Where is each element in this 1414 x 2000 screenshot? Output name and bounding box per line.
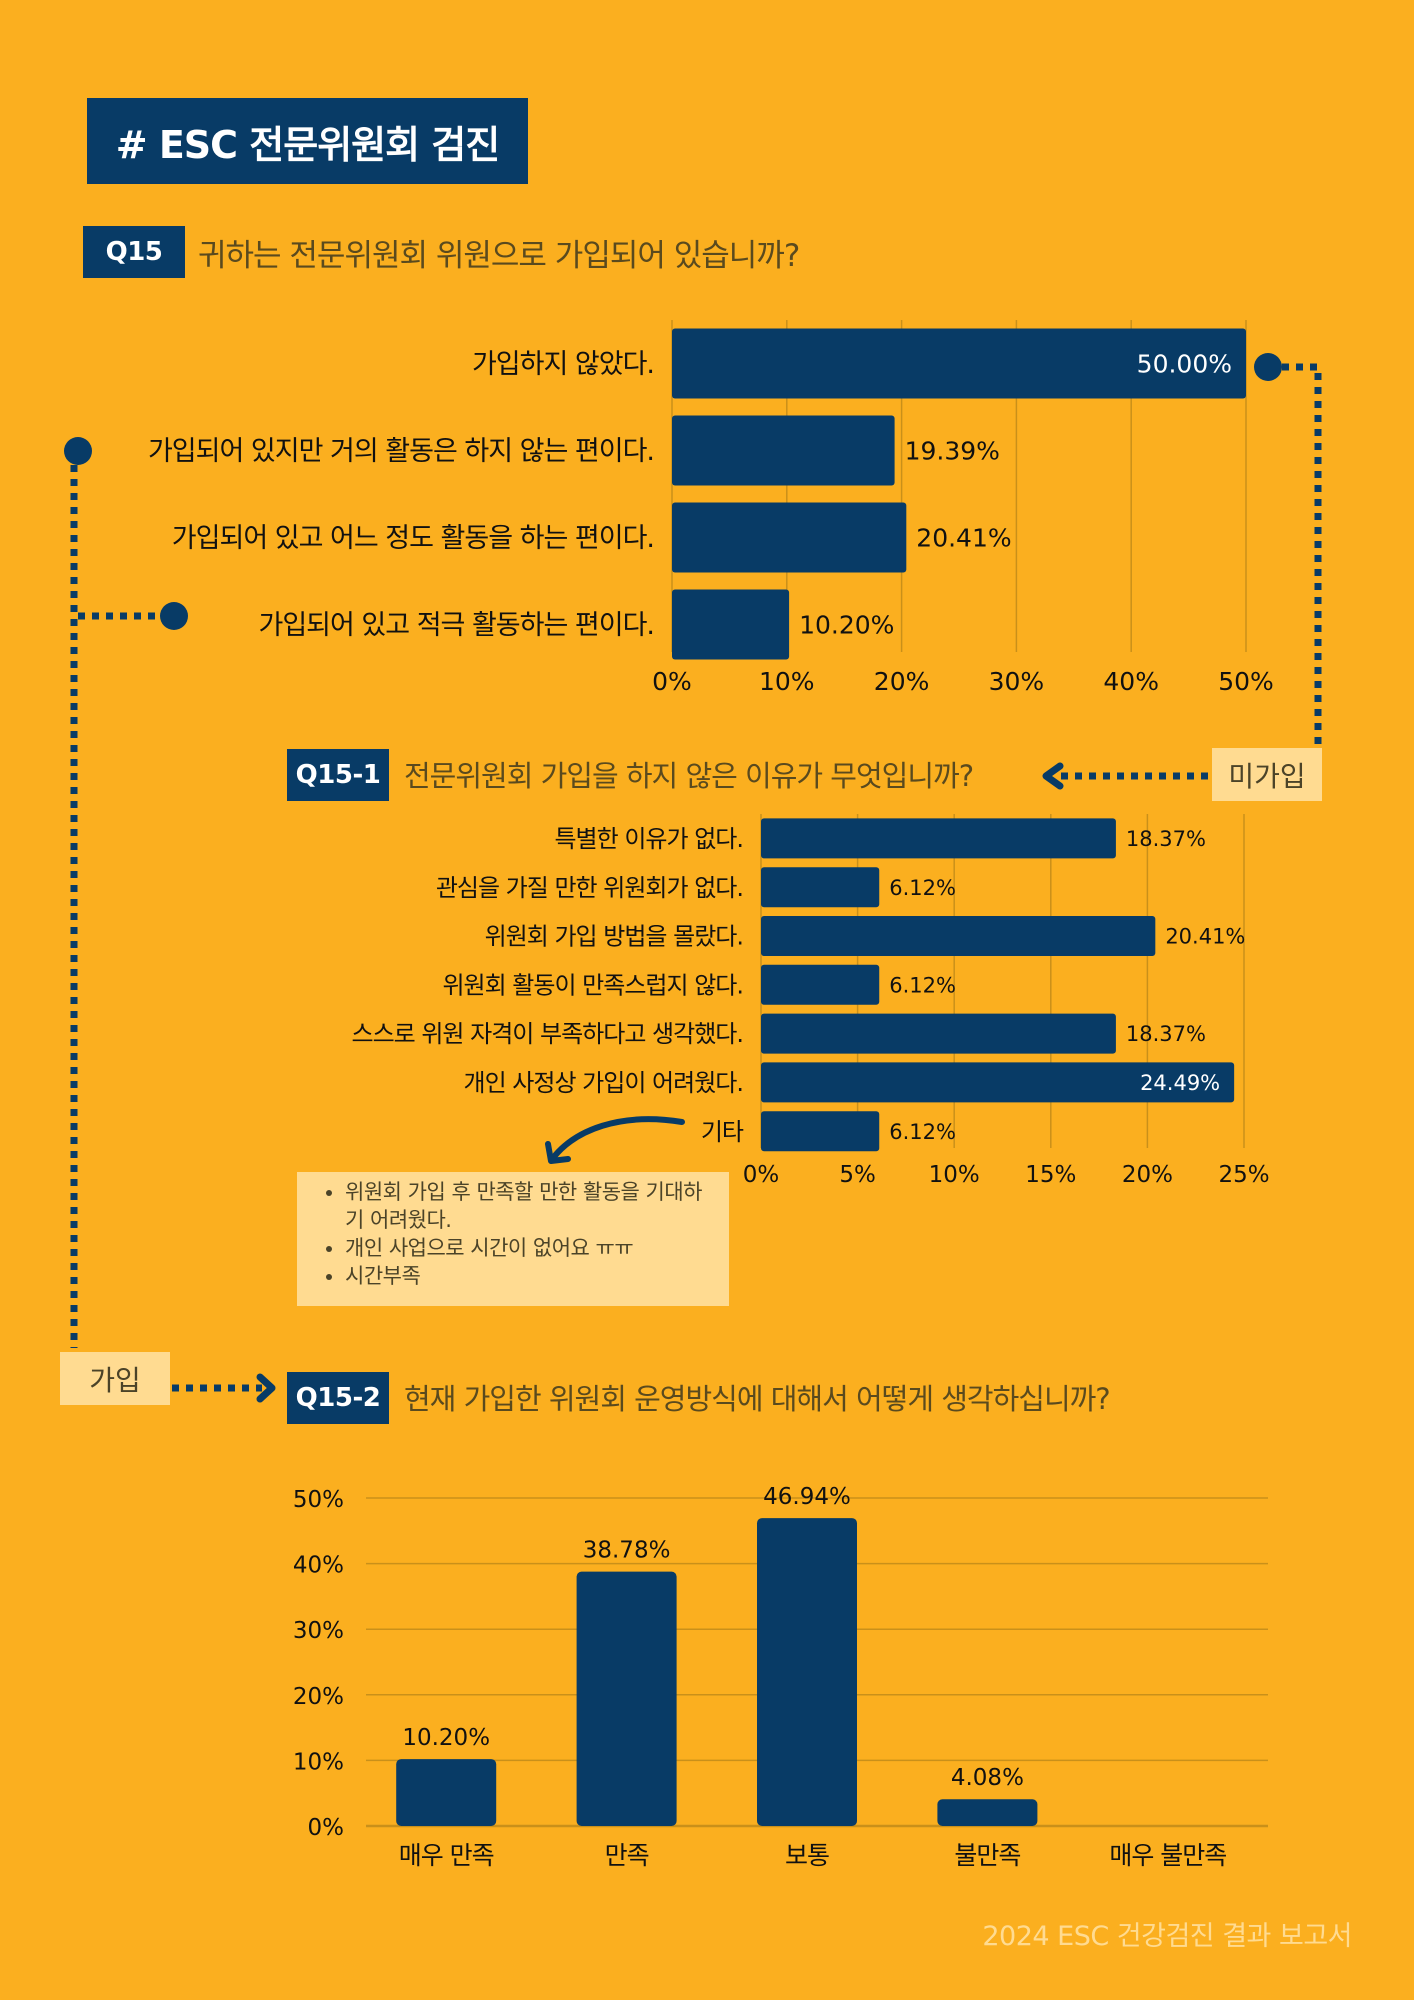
q15-tag: Q15 [83, 226, 185, 278]
x-tick-label: 15% [1025, 1162, 1076, 1188]
data-label: 18.37% [1126, 1022, 1206, 1046]
bar [396, 1759, 497, 1826]
category-label: 위원회 활동이 만족스럽지 않다. [442, 971, 743, 999]
connector-dot-not-joined [1254, 353, 1282, 381]
bar [672, 502, 907, 573]
category-label: 특별한 이유가 없다. [554, 825, 743, 853]
y-tick-label: 0% [308, 1815, 345, 1841]
x-category-label: 매우 불만족 [1109, 1841, 1226, 1870]
data-label: 6.12% [889, 1120, 956, 1144]
data-label: 10.20% [402, 1725, 490, 1751]
other-responses-box: 위원회 가입 후 만족할 만한 활동을 기대하기 어려웠다. 개인 사업으로 시… [297, 1172, 729, 1306]
x-tick-label: 40% [1103, 667, 1159, 696]
data-label: 6.12% [889, 973, 956, 997]
x-tick-label: 20% [1122, 1162, 1173, 1188]
q15-1-chart: 0% 5% 10% 15% 20% 25% 특별한 이유가 없다. 18.37% 관심을 가질 … [351, 814, 1270, 1188]
y-tick-label: 50% [293, 1487, 344, 1513]
connector-dot-joined-active [160, 602, 188, 630]
data-label: 24.49% [1140, 1071, 1220, 1095]
q15-chart: 0% 10% 20% 30% 40% 50% 가입하지 않았다. 50.00% 가입되어 있지만… [148, 320, 1274, 696]
data-label: 4.08% [951, 1765, 1024, 1791]
data-label: 20.41% [916, 524, 1011, 553]
bar [937, 1799, 1038, 1826]
data-label: 20.41% [1165, 925, 1245, 949]
arrow-left-icon [1042, 762, 1064, 790]
x-tick-label: 10% [759, 667, 815, 696]
bar [757, 1518, 857, 1826]
page-title: # ESC 전문위원회 검진 [87, 98, 528, 184]
bar [761, 1111, 880, 1152]
bar [761, 1062, 1235, 1103]
bar [761, 916, 1156, 956]
bar [672, 415, 895, 486]
category-label: 가입되어 있고 적극 활동하는 편이다. [258, 610, 654, 641]
y-tick-label: 40% [293, 1553, 344, 1579]
bar [576, 1571, 677, 1826]
x-tick-label: 30% [989, 667, 1045, 696]
bar [672, 589, 790, 660]
category-label: 가입하지 않았다. [472, 349, 654, 380]
other-response-item: 개인 사업으로 시간이 없어요 ㅠㅠ [345, 1234, 719, 1262]
data-label: 19.39% [905, 437, 1000, 466]
x-category-label: 보통 [785, 1841, 829, 1870]
x-tick-label: 5% [839, 1162, 876, 1188]
x-category-label: 불만족 [954, 1841, 1020, 1870]
data-label: 46.94% [763, 1484, 851, 1510]
category-label: 가입되어 있지만 거의 활동은 하지 않는 편이다. [148, 436, 654, 467]
q15-1-question: 전문위원회 가입을 하지 않은 이유가 무엇입니까? [404, 759, 974, 793]
x-tick-label: 50% [1218, 667, 1274, 696]
joined-label: 가입 [60, 1352, 170, 1405]
q15-2-tag: Q15-2 [287, 1372, 389, 1424]
not-joined-label: 미가입 [1212, 748, 1322, 801]
data-label: 50.00% [1137, 350, 1232, 379]
category-label: 기타 [701, 1118, 744, 1146]
x-tick-label: 0% [652, 667, 692, 696]
x-tick-label: 10% [929, 1162, 980, 1188]
q15-1-tag: Q15-1 [287, 749, 389, 801]
q15-question: 귀하는 전문위원회 위원으로 가입되어 있습니까? [198, 238, 800, 274]
bar [761, 818, 1116, 859]
q15-2-question: 현재 가입한 위원회 운영방식에 대해서 어떻게 생각하십니까? [404, 1382, 1111, 1416]
category-label: 가입되어 있고 어느 정도 활동을 하는 편이다. [172, 523, 654, 554]
bar [761, 964, 880, 1005]
y-tick-label: 10% [293, 1749, 344, 1775]
arrow-right-icon [256, 1373, 276, 1403]
bar [761, 867, 880, 908]
x-tick-label: 25% [1218, 1162, 1269, 1188]
data-label: 18.37% [1126, 827, 1206, 851]
connector-dot-joined-low [64, 437, 92, 465]
report-footer: 2024 ESC 건강검진 결과 보고서 [982, 1921, 1352, 1952]
other-response-item: 위원회 가입 후 만족할 만한 활동을 기대하기 어려웠다. [345, 1178, 719, 1234]
x-tick-label: 20% [874, 667, 930, 696]
category-label: 개인 사정상 가입이 어려웠다. [464, 1069, 743, 1097]
category-label: 스스로 위원 자격이 부족하다고 생각했다. [351, 1020, 743, 1048]
category-label: 위원회 가입 방법을 몰랐다. [485, 923, 743, 951]
data-label: 6.12% [889, 876, 956, 900]
data-label: 10.20% [799, 611, 894, 640]
y-tick-label: 30% [293, 1618, 344, 1644]
q15-2-chart: 0% 10% 20% 30% 40% 50% 10.20% 매우 만족 38.78% 만족 46.9… [293, 1484, 1268, 1870]
y-tick-label: 20% [293, 1684, 344, 1710]
other-response-item: 시간부족 [345, 1262, 719, 1290]
category-label: 관심을 가질 만한 위원회가 없다. [436, 874, 743, 902]
bar [672, 328, 1246, 399]
x-tick-label: 0% [743, 1162, 780, 1188]
data-label: 38.78% [583, 1538, 671, 1564]
x-category-label: 매우 만족 [399, 1841, 494, 1870]
bar [761, 1013, 1116, 1054]
x-category-label: 만족 [605, 1841, 649, 1870]
curved-arrow-icon [550, 1116, 685, 1161]
